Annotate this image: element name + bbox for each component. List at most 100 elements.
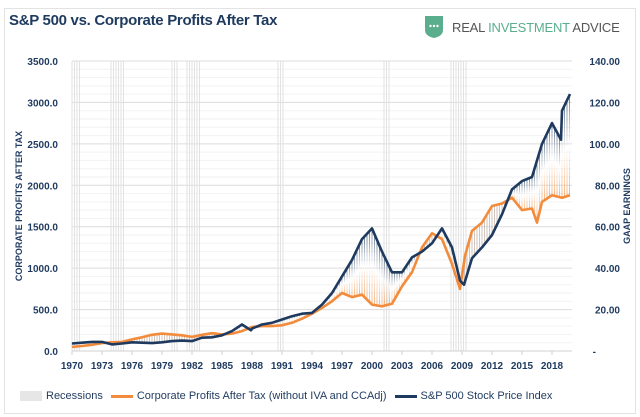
gap-connector (89, 342, 90, 346)
gap-connector (356, 249, 358, 296)
gap-connector (294, 315, 295, 322)
gap-connector (304, 313, 305, 318)
gap-connector (291, 316, 293, 323)
gap-connector (441, 228, 443, 240)
gap-connector (496, 204, 498, 225)
gap-connector (161, 333, 163, 343)
logo: REAL INVESTMENT ADVICE (424, 15, 620, 39)
gap-connector (466, 248, 468, 275)
gap-connector (526, 179, 528, 210)
gap-connector (486, 214, 488, 242)
gap-connector (234, 329, 235, 333)
x-tick-label: 2000 (361, 361, 384, 372)
gap-connector (91, 341, 93, 345)
y2-tick-label: 80.00 (595, 181, 620, 192)
gap-connector (439, 232, 440, 238)
gap-connector (556, 132, 558, 197)
sp500-line (71, 93, 572, 346)
gap-connector (189, 336, 190, 341)
gap-connector (391, 272, 393, 304)
x-tick-label: 1997 (331, 361, 354, 372)
y-tick-label: 1500.0 (27, 223, 58, 234)
gap-connector (276, 321, 278, 326)
gap-connector (551, 123, 553, 196)
gap-connector (426, 240, 428, 248)
gap-connector (376, 239, 378, 306)
gap-connector (499, 204, 500, 220)
gap-connector (469, 239, 470, 267)
chart-title: S&P 500 vs. Corporate Profits After Tax (9, 12, 278, 29)
y2-tick-label: 40.00 (595, 264, 620, 275)
gap-connector (521, 181, 523, 211)
gap-connector (511, 189, 513, 198)
gap-connector (241, 324, 243, 332)
gap-connector (149, 335, 150, 344)
gap-connector (299, 314, 300, 320)
shield-icon (425, 16, 443, 38)
gap-connector (354, 254, 355, 297)
gap-connector (514, 187, 515, 201)
gap-connector (279, 320, 280, 326)
gap-connector (211, 333, 213, 338)
gap-connector (296, 314, 298, 321)
x-tick-label: 2003 (391, 361, 414, 372)
gap-connector (454, 257, 455, 272)
gap-connector (386, 261, 388, 306)
gap-connector (541, 143, 543, 202)
gap-connector (166, 334, 168, 342)
gap-connector (484, 218, 485, 245)
gap-connector (131, 339, 133, 343)
gap-connector (244, 326, 245, 331)
gap-connector (409, 261, 410, 276)
gap-connector (561, 110, 563, 198)
x-tick-label: 1988 (241, 361, 264, 372)
gap-connector (191, 336, 193, 342)
y-tick-label: 0.0 (44, 347, 58, 358)
gap-connector (431, 233, 433, 244)
gap-connector (79, 342, 80, 347)
gap-connector (549, 128, 550, 197)
gap-connector (456, 268, 458, 280)
gap-connector (179, 335, 180, 341)
y-axis-title: CORPORATE PROFITS AFTER TAX (14, 131, 24, 281)
y-tick-label: 2500.0 (27, 140, 58, 151)
gap-connector (171, 334, 173, 342)
gap-connector (446, 237, 448, 252)
gap-connector (349, 264, 350, 297)
gap-connector (479, 224, 480, 251)
gap-connector (534, 168, 535, 216)
gap-connector (196, 335, 198, 340)
gap-connector (519, 183, 520, 208)
x-tick-label: 2015 (511, 361, 534, 372)
gap-connector (144, 336, 145, 343)
x-tick-label: 1991 (271, 361, 294, 372)
gap-connector (206, 334, 208, 338)
gap-connector (164, 333, 165, 342)
gap-connector (274, 322, 275, 326)
profits-line (71, 193, 571, 349)
gap-connector (331, 293, 333, 302)
gap-connector (569, 95, 570, 196)
gap-connector (86, 342, 88, 346)
gap-connector (271, 322, 273, 327)
gap-connector (136, 338, 138, 343)
gap-connector (334, 288, 335, 300)
gap-connector (389, 267, 390, 305)
gap-connector (364, 236, 365, 298)
gap-connector (199, 335, 200, 339)
y2-tick-label: - (593, 347, 596, 358)
x-tick-label: 1994 (301, 361, 324, 372)
gap-connector (74, 343, 75, 347)
gap-connector (516, 185, 518, 204)
gap-connector (146, 336, 148, 343)
gap-connector (84, 342, 85, 346)
gap-connector (476, 226, 478, 253)
gap-connector (566, 100, 568, 197)
gap-connector (459, 278, 460, 288)
gap-connector (329, 295, 330, 303)
gap-connector (336, 284, 338, 298)
gap-connector (411, 257, 413, 273)
gap-connector (546, 133, 548, 199)
x-tick-label: 2018 (541, 361, 564, 372)
y2-tick-label: 20.00 (595, 306, 620, 317)
